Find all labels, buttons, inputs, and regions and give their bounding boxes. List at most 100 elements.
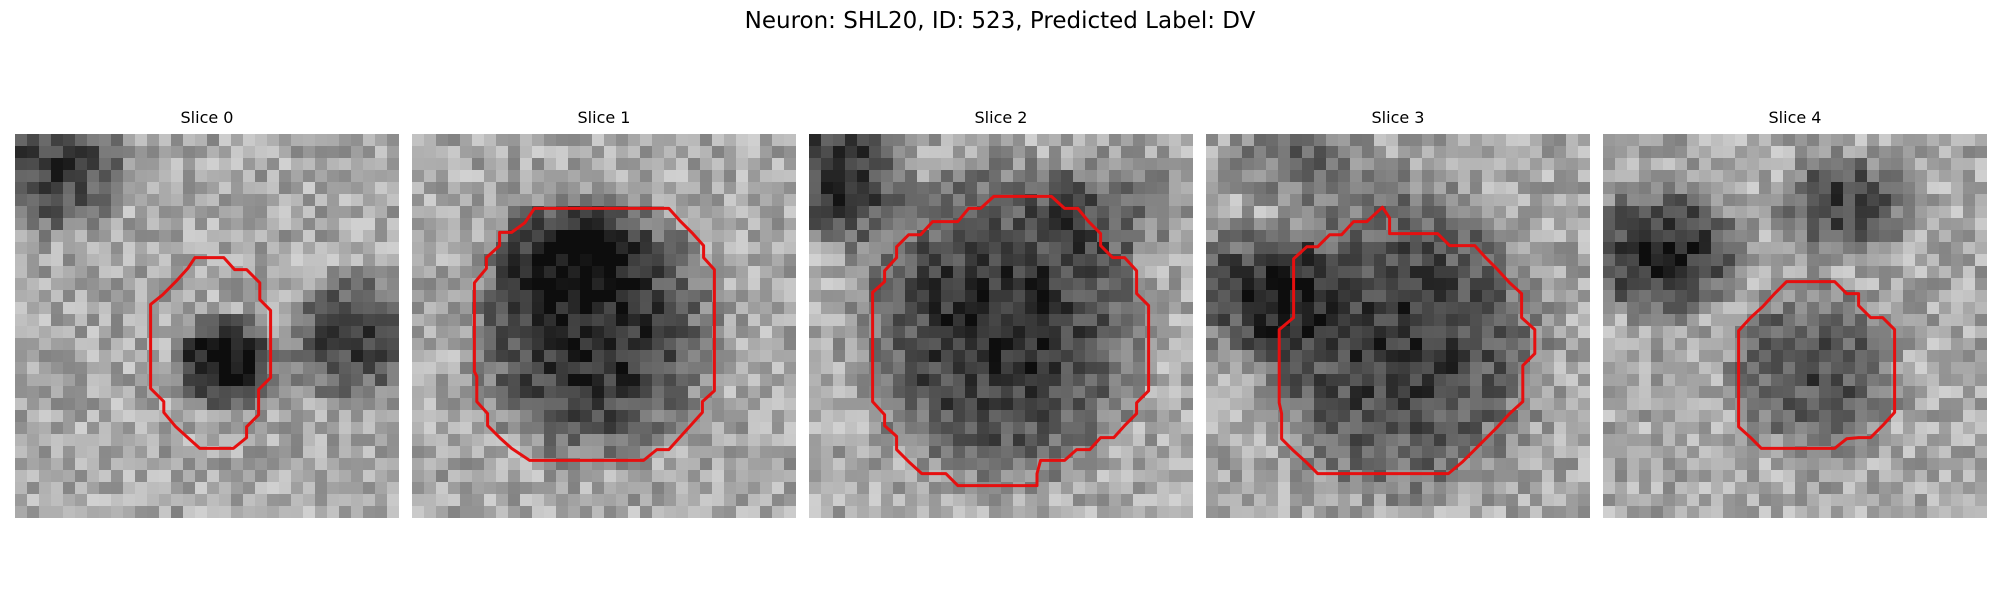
pixel xyxy=(1687,386,1700,399)
pixel xyxy=(724,446,737,459)
pixel xyxy=(953,134,966,147)
pixel xyxy=(1302,290,1315,303)
pixel xyxy=(1458,338,1471,351)
pixel xyxy=(676,362,689,375)
pixel xyxy=(1398,242,1411,255)
pixel xyxy=(857,410,870,423)
pixel xyxy=(1290,326,1303,339)
pixel xyxy=(929,374,942,387)
pixel xyxy=(821,218,834,231)
pixel xyxy=(881,338,894,351)
pixel xyxy=(387,434,399,447)
pixel xyxy=(1326,386,1339,399)
pixel xyxy=(327,446,340,459)
pixel xyxy=(1951,134,1964,147)
pixel xyxy=(339,482,352,495)
pixel xyxy=(1410,290,1423,303)
pixel xyxy=(484,146,497,159)
pixel xyxy=(1410,470,1423,483)
pixel xyxy=(1410,362,1423,375)
pixel xyxy=(351,242,364,255)
pixel xyxy=(760,362,773,375)
pixel xyxy=(1374,458,1387,471)
pixel xyxy=(664,494,677,507)
pixel xyxy=(532,386,545,399)
pixel xyxy=(1759,302,1772,315)
pixel xyxy=(387,314,399,327)
pixel xyxy=(1687,314,1700,327)
pixel xyxy=(207,470,220,483)
pixel xyxy=(412,410,425,423)
pixel xyxy=(111,134,124,147)
pixel xyxy=(568,506,581,518)
pixel xyxy=(15,278,28,291)
pixel xyxy=(1578,326,1590,339)
pixel xyxy=(111,302,124,315)
pixel xyxy=(1266,230,1279,243)
pixel xyxy=(616,146,629,159)
pixel xyxy=(1518,278,1531,291)
pixel xyxy=(688,194,701,207)
pixel xyxy=(1278,134,1291,147)
pixel xyxy=(1374,434,1387,447)
pixel xyxy=(1831,374,1844,387)
pixel xyxy=(99,230,112,243)
pixel xyxy=(1025,434,1038,447)
pixel xyxy=(1266,290,1279,303)
pixel xyxy=(604,398,617,411)
pixel xyxy=(1627,362,1640,375)
pixel xyxy=(1085,410,1098,423)
pixel xyxy=(1699,398,1712,411)
pixel xyxy=(1651,446,1664,459)
pixel xyxy=(1061,314,1074,327)
pixel xyxy=(748,302,761,315)
pixel xyxy=(147,218,160,231)
pixel xyxy=(1711,194,1724,207)
pixel xyxy=(580,242,593,255)
pixel xyxy=(1530,482,1543,495)
pixel xyxy=(905,482,918,495)
pixel xyxy=(1073,338,1086,351)
pixel xyxy=(1723,254,1736,267)
pixel xyxy=(436,302,449,315)
pixel xyxy=(1049,470,1062,483)
pixel xyxy=(1302,278,1315,291)
pixel xyxy=(953,242,966,255)
pixel xyxy=(303,362,316,375)
pixel xyxy=(472,422,485,435)
pixel xyxy=(1386,170,1399,183)
pixel xyxy=(1831,362,1844,375)
pixel xyxy=(1627,422,1640,435)
pixel xyxy=(1699,434,1712,447)
pixel xyxy=(387,470,399,483)
pixel xyxy=(1302,506,1315,518)
pixel xyxy=(39,146,52,159)
pixel xyxy=(412,422,425,435)
pixel xyxy=(604,374,617,387)
pixel xyxy=(159,350,172,363)
pixel xyxy=(1506,458,1519,471)
pixel xyxy=(231,482,244,495)
pixel xyxy=(1109,386,1122,399)
pixel xyxy=(363,230,376,243)
pixel xyxy=(1759,434,1772,447)
pixel xyxy=(857,422,870,435)
pixel xyxy=(772,218,785,231)
pixel xyxy=(1001,182,1014,195)
pixel xyxy=(568,170,581,183)
pixel xyxy=(135,362,148,375)
pixel xyxy=(520,314,533,327)
pixel xyxy=(580,158,593,171)
pixel xyxy=(905,350,918,363)
pixel xyxy=(195,494,208,507)
pixel xyxy=(1735,362,1748,375)
pixel xyxy=(1350,182,1363,195)
pixel xyxy=(1458,434,1471,447)
pixel xyxy=(736,170,749,183)
pixel xyxy=(929,386,942,399)
pixel xyxy=(544,242,557,255)
pixel xyxy=(1759,350,1772,363)
pixel xyxy=(1266,254,1279,267)
pixel xyxy=(1121,302,1134,315)
pixel xyxy=(1073,482,1086,495)
